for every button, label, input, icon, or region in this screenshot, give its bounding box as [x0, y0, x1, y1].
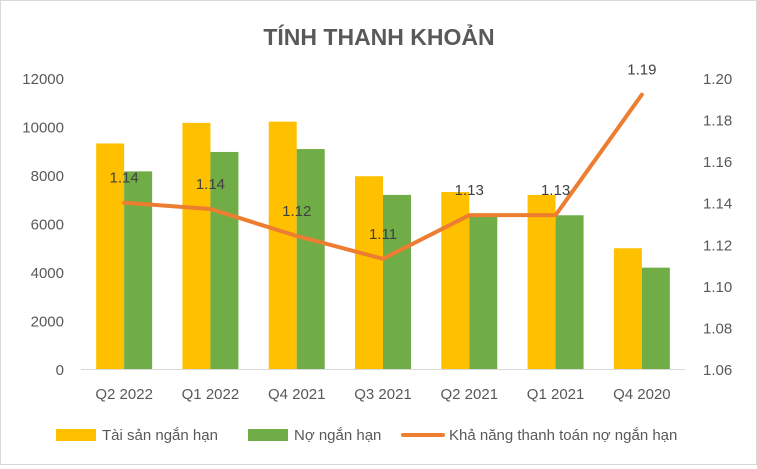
- line-data-label: 1.11: [369, 226, 397, 243]
- line-kha-nang-thanh-toan: [122, 92, 644, 261]
- x-tick-label: Q1 2021: [527, 386, 585, 403]
- y-right-tick-label: 1.08: [703, 320, 732, 337]
- chart-title: TÍNH THANH KHOẢN: [263, 22, 494, 50]
- x-tick-label: Q4 2020: [613, 386, 671, 403]
- y-right-tick-label: 1.10: [703, 279, 732, 296]
- y-left-tick-label: 8000: [31, 168, 64, 185]
- y-right-tick-label: 1.20: [703, 71, 732, 88]
- bar-tai-san-ngan-han-6: [613, 248, 642, 369]
- line-data-label: 1.12: [282, 203, 311, 220]
- line-data-label: 1.14: [110, 170, 139, 187]
- legend-tai-san-ngan-han-swatch: [56, 429, 96, 441]
- x-tick-label: Q2 2021: [441, 386, 499, 403]
- bar-no-ngan-han-2: [296, 149, 325, 369]
- y-left-tick-label: 2000: [31, 314, 64, 331]
- bar-tai-san-ngan-han-3: [355, 176, 383, 369]
- line-data-label: 1.14: [196, 176, 225, 193]
- bar-tai-san-ngan-han-5: [527, 194, 556, 369]
- y-left-tick-label: 10000: [22, 120, 64, 137]
- y-right-tick-label: 1.12: [703, 237, 732, 254]
- y-right-tick-label: 1.06: [703, 362, 732, 379]
- legend-kha-nang-thanh-toan-label: Khả năng thanh toán nợ ngắn hạn: [449, 427, 677, 444]
- y-right-tick-label: 1.16: [703, 154, 732, 171]
- x-tick-label: Q4 2021: [268, 386, 326, 403]
- bar-no-ngan-han-1: [210, 151, 239, 369]
- x-tick-label: Q3 2021: [354, 386, 412, 403]
- y-left-tick-label: 12000: [22, 71, 64, 88]
- bar-tai-san-ngan-han-1: [182, 122, 211, 369]
- legend-no-ngan-han-swatch: [248, 429, 288, 441]
- y-right-tick-label: 1.18: [703, 113, 732, 130]
- bar-no-ngan-han-3: [383, 194, 411, 369]
- line-data-label: 1.19: [627, 62, 656, 79]
- line-data-label: 1.13: [455, 182, 484, 199]
- bar-tai-san-ngan-han-2: [268, 121, 297, 370]
- x-tick-label: Q1 2022: [182, 386, 240, 403]
- x-tick-label: Q2 2022: [95, 386, 153, 403]
- bar-no-ngan-han-5: [555, 215, 584, 369]
- bar-no-ngan-han-4: [469, 215, 498, 369]
- bar-no-ngan-han-6: [641, 267, 670, 369]
- y-left-tick-label: 0: [56, 362, 64, 379]
- legend-tai-san-ngan-han-label: Tài sản ngắn hạn: [102, 427, 218, 444]
- y-right-tick-label: 1.14: [703, 196, 732, 213]
- bar-tai-san-ngan-han-0: [96, 143, 125, 369]
- line-data-label: 1.13: [541, 182, 570, 199]
- y-left-tick-label: 4000: [31, 265, 64, 282]
- y-left-tick-label: 6000: [31, 217, 64, 234]
- bar-no-ngan-han-0: [124, 171, 153, 369]
- legend-no-ngan-han-label: Nợ ngắn hạn: [294, 427, 381, 444]
